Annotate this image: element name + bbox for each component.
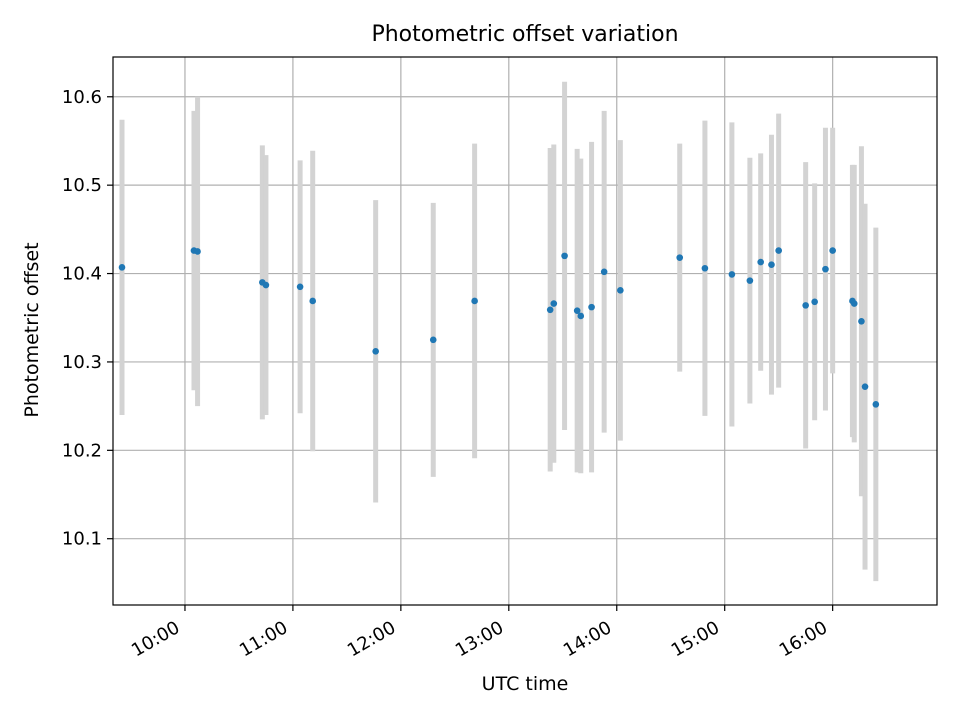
data-point [577, 312, 585, 320]
x-axis-label: UTC time [481, 673, 569, 695]
y-tick-label: 10.2 [62, 440, 102, 461]
grid-lines [113, 57, 937, 605]
data-point [768, 261, 775, 269]
data-point [550, 300, 558, 307]
y-axis-label: Photometric offset [21, 242, 43, 418]
data-point [372, 348, 379, 355]
data-point [872, 401, 880, 408]
data-point [802, 302, 809, 309]
x-tick-label: 14:00 [560, 617, 615, 661]
x-tick-label: 10:00 [128, 617, 183, 661]
y-tick-label: 10.1 [62, 529, 102, 550]
data-point [861, 383, 869, 390]
data-point [600, 268, 608, 276]
data-point [194, 248, 201, 255]
data-point [296, 283, 304, 291]
data-point [858, 317, 865, 325]
y-tick-label: 10.4 [62, 264, 102, 285]
data-point [701, 264, 709, 272]
data-point [429, 336, 437, 344]
data-point [118, 264, 126, 271]
data-point [811, 298, 818, 306]
axes-frame [112, 56, 938, 606]
data-point [617, 287, 624, 294]
x-tick-label: 15:00 [668, 617, 723, 661]
x-tick-label: 11:00 [236, 617, 291, 661]
x-tick-label: 16:00 [776, 617, 831, 661]
data-point [676, 254, 684, 261]
x-tick-label: 13:00 [452, 617, 507, 661]
data-point [746, 277, 754, 284]
data-point [588, 303, 595, 311]
data-point [829, 247, 836, 254]
data-point [775, 247, 782, 254]
data-point [573, 307, 581, 314]
data-point [850, 300, 858, 307]
x-tick-label: 12:00 [344, 617, 399, 661]
data-point [262, 281, 270, 289]
y-tick-label: 10.6 [62, 87, 102, 108]
data-point [728, 271, 736, 278]
y-tick-label: 10.3 [62, 352, 102, 373]
data-point [561, 252, 568, 260]
data-point [471, 297, 478, 305]
data-point [757, 258, 764, 266]
data-points [118, 247, 880, 408]
axis-ticks: 10:00 11:00 12:00 13:00 14:00 15:00 16:00 10.1 1… [62, 87, 834, 661]
y-tick-label: 10.5 [62, 175, 102, 196]
data-point [546, 306, 554, 314]
data-point [309, 297, 317, 305]
error-bars [119, 81, 879, 582]
chart-title: Photometric offset variation [371, 22, 679, 47]
data-point [822, 265, 829, 273]
